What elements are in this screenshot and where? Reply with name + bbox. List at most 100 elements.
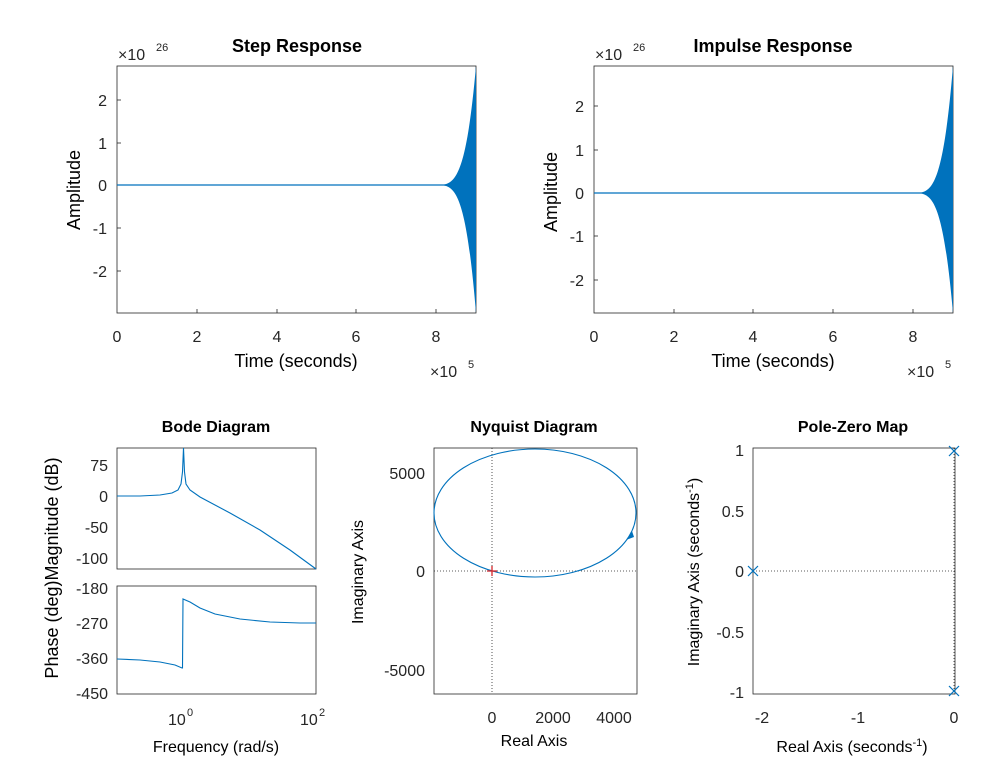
bode-magnitude-yticks: 75 0 -50 -100 xyxy=(76,458,108,568)
step-y-multiplier-base: ×10 xyxy=(118,47,145,64)
bode-mag-ytick-label: 75 xyxy=(90,458,108,475)
step-plot-area xyxy=(116,65,477,314)
pzmap-ytick-label: 0.5 xyxy=(722,504,744,521)
impulse-xtick-label: 4 xyxy=(749,329,758,346)
impulse-xtick-label: 8 xyxy=(909,329,918,346)
step-x-multiplier: ×10 5 xyxy=(430,359,474,381)
nyquist-xticks: 0 2000 4000 xyxy=(488,710,632,727)
pzmap-xlabel-text: Real Axis (seconds xyxy=(776,739,912,756)
impulse-plot-area xyxy=(593,65,954,314)
impulse-xtick-label: 2 xyxy=(670,329,679,346)
step-xtick-label: 4 xyxy=(273,329,282,346)
impulse-ylabel: Amplitude xyxy=(541,152,561,232)
impulse-x-multiplier: ×10 5 xyxy=(907,359,951,381)
bode-mag-ytick-label: -100 xyxy=(76,551,108,568)
impulse-ytick-label: 2 xyxy=(575,99,584,116)
pzmap-xlabel-close: ) xyxy=(922,739,927,756)
nyquist-ytick-label: 0 xyxy=(416,564,425,581)
pole-zero-map-chart: Pole-Zero Map 1 0.5 0 -0.5 -1 -2 -1 0 Re… xyxy=(684,419,960,756)
step-response-title: Step Response xyxy=(232,36,362,56)
impulse-ytick-label: 0 xyxy=(575,186,584,203)
pzmap-ylabel: Imaginary Axis (seconds-1) xyxy=(684,478,703,667)
nyquist-xlabel: Real Axis xyxy=(501,733,568,750)
nyquist-diagram-chart: Nyquist Diagram 5000 0 -5000 0 2000 4000… xyxy=(350,419,638,750)
step-yticks: 2 1 0 -1 -2 xyxy=(93,93,107,281)
pzmap-ytick-label: 0 xyxy=(735,564,744,581)
step-response-envelope xyxy=(440,66,476,313)
bode-xtick-base: 10 xyxy=(168,712,186,729)
bode-xlabel: Frequency (rad/s) xyxy=(153,739,279,756)
pzmap-xtick-label: -1 xyxy=(851,710,865,727)
step-ytick-label: -1 xyxy=(93,221,107,238)
pzmap-ylabel-exponent: -1 xyxy=(684,483,696,493)
step-ytick-label: 2 xyxy=(98,93,107,110)
impulse-ytick-label: 1 xyxy=(575,143,584,160)
bode-phase-yticks: -180 -270 -360 -450 xyxy=(76,581,108,703)
bode-phase-plot-area xyxy=(116,585,317,695)
pzmap-xlabel-exponent: -1 xyxy=(912,737,922,749)
step-response-chart: Step Response ×10 26 2 1 0 -1 -2 0 2 4 6… xyxy=(64,36,477,381)
step-xtick-label: 8 xyxy=(432,329,441,346)
bode-xtick-label: 10 0 xyxy=(168,707,193,729)
step-x-multiplier-base: ×10 xyxy=(430,364,457,381)
bode-title: Bode Diagram xyxy=(162,419,270,436)
impulse-response-chart: Impulse Response ×10 26 2 1 0 -1 -2 0 2 … xyxy=(541,36,954,381)
step-y-multiplier: ×10 26 xyxy=(118,42,168,64)
bode-magnitude-plot-area xyxy=(116,447,317,570)
impulse-y-multiplier-exponent: 26 xyxy=(633,42,645,54)
pzmap-pole-marker xyxy=(747,565,759,577)
step-ytick-label: -2 xyxy=(93,264,107,281)
impulse-xticks: 0 2 4 6 8 xyxy=(590,329,918,346)
impulse-ytick-label: -2 xyxy=(570,273,584,290)
pzmap-pole-marker xyxy=(948,445,960,457)
bode-phase-ytick-label: -450 xyxy=(76,686,108,703)
impulse-response-envelope xyxy=(917,66,953,313)
step-xticks: 0 2 4 6 8 xyxy=(113,329,441,346)
bode-mag-ytick-label: -50 xyxy=(85,520,108,537)
step-ytick-label: 1 xyxy=(98,136,107,153)
step-xlabel: Time (seconds) xyxy=(234,351,357,371)
pzmap-ylabel-text: Imaginary Axis (seconds xyxy=(686,493,703,666)
bode-magnitude-curve xyxy=(117,447,317,570)
pzmap-xtick-label: -2 xyxy=(755,710,769,727)
step-xtick-label: 6 xyxy=(352,329,361,346)
step-y-multiplier-exponent: 26 xyxy=(156,42,168,54)
step-ylabel: Amplitude xyxy=(64,150,84,230)
step-xtick-label: 0 xyxy=(113,329,122,346)
impulse-y-multiplier-base: ×10 xyxy=(595,47,622,64)
bode-xtick-base: 10 xyxy=(300,712,318,729)
bode-xtick-label: 10 2 xyxy=(300,707,325,729)
pzmap-ytick-label: -0.5 xyxy=(716,625,744,642)
nyquist-critical-point-marker xyxy=(487,566,497,576)
impulse-response-title: Impulse Response xyxy=(693,36,852,56)
pzmap-ytick-label: -1 xyxy=(730,685,744,702)
step-x-multiplier-exponent: 5 xyxy=(468,359,474,371)
pzmap-pole-marker xyxy=(948,685,960,697)
pzmap-ylabel-close: ) xyxy=(686,478,703,483)
impulse-x-multiplier-base: ×10 xyxy=(907,364,934,381)
nyquist-ylabel: Imaginary Axis xyxy=(350,520,367,624)
bode-phase-ytick-label: -360 xyxy=(76,651,108,668)
step-xtick-label: 2 xyxy=(193,329,202,346)
nyquist-xtick-label: 0 xyxy=(488,710,497,727)
pzmap-xtick-label: 0 xyxy=(950,710,959,727)
bode-xtick-exponent: 2 xyxy=(319,707,325,719)
impulse-yticks: 2 1 0 -1 -2 xyxy=(570,99,584,290)
pzmap-yticks: 1 0.5 0 -0.5 -1 xyxy=(716,443,744,702)
impulse-y-multiplier: ×10 26 xyxy=(595,42,645,64)
impulse-x-multiplier-exponent: 5 xyxy=(945,359,951,371)
bode-mag-ytick-label: 0 xyxy=(99,489,108,506)
bode-diagram-chart: Bode Diagram 75 0 -50 -100 -180 -270 -36… xyxy=(42,419,325,756)
impulse-xlabel: Time (seconds) xyxy=(711,351,834,371)
bode-phase-curve xyxy=(116,598,316,669)
nyquist-xtick-label: 2000 xyxy=(535,710,571,727)
nyquist-ytick-label: 5000 xyxy=(389,466,425,483)
impulse-xtick-label: 6 xyxy=(829,329,838,346)
bode-phase-ytick-label: -270 xyxy=(76,616,108,633)
nyquist-ytick-label: -5000 xyxy=(384,663,425,680)
nyquist-yticks: 5000 0 -5000 xyxy=(384,466,425,680)
bode-phase-ytick-label: -180 xyxy=(76,581,108,598)
impulse-ytick-label: -1 xyxy=(570,229,584,246)
bode-ylabel: Phase (deg)Magnitude (dB) xyxy=(42,457,62,678)
